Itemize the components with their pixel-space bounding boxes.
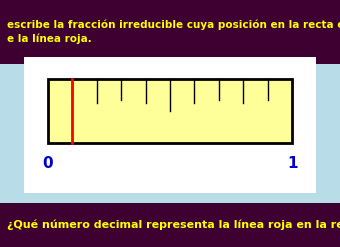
FancyBboxPatch shape	[24, 57, 316, 193]
Text: escribe la fracción irreducible cuya posición en la recta es la
e la línea roja.: escribe la fracción irreducible cuya pos…	[7, 20, 340, 44]
FancyBboxPatch shape	[48, 79, 292, 143]
FancyBboxPatch shape	[0, 203, 340, 247]
Text: 1: 1	[287, 156, 298, 170]
FancyBboxPatch shape	[0, 0, 340, 64]
Text: ¿Qué número decimal representa la línea roja en la regla?: ¿Qué número decimal representa la línea …	[7, 220, 340, 230]
Text: 0: 0	[42, 156, 53, 170]
